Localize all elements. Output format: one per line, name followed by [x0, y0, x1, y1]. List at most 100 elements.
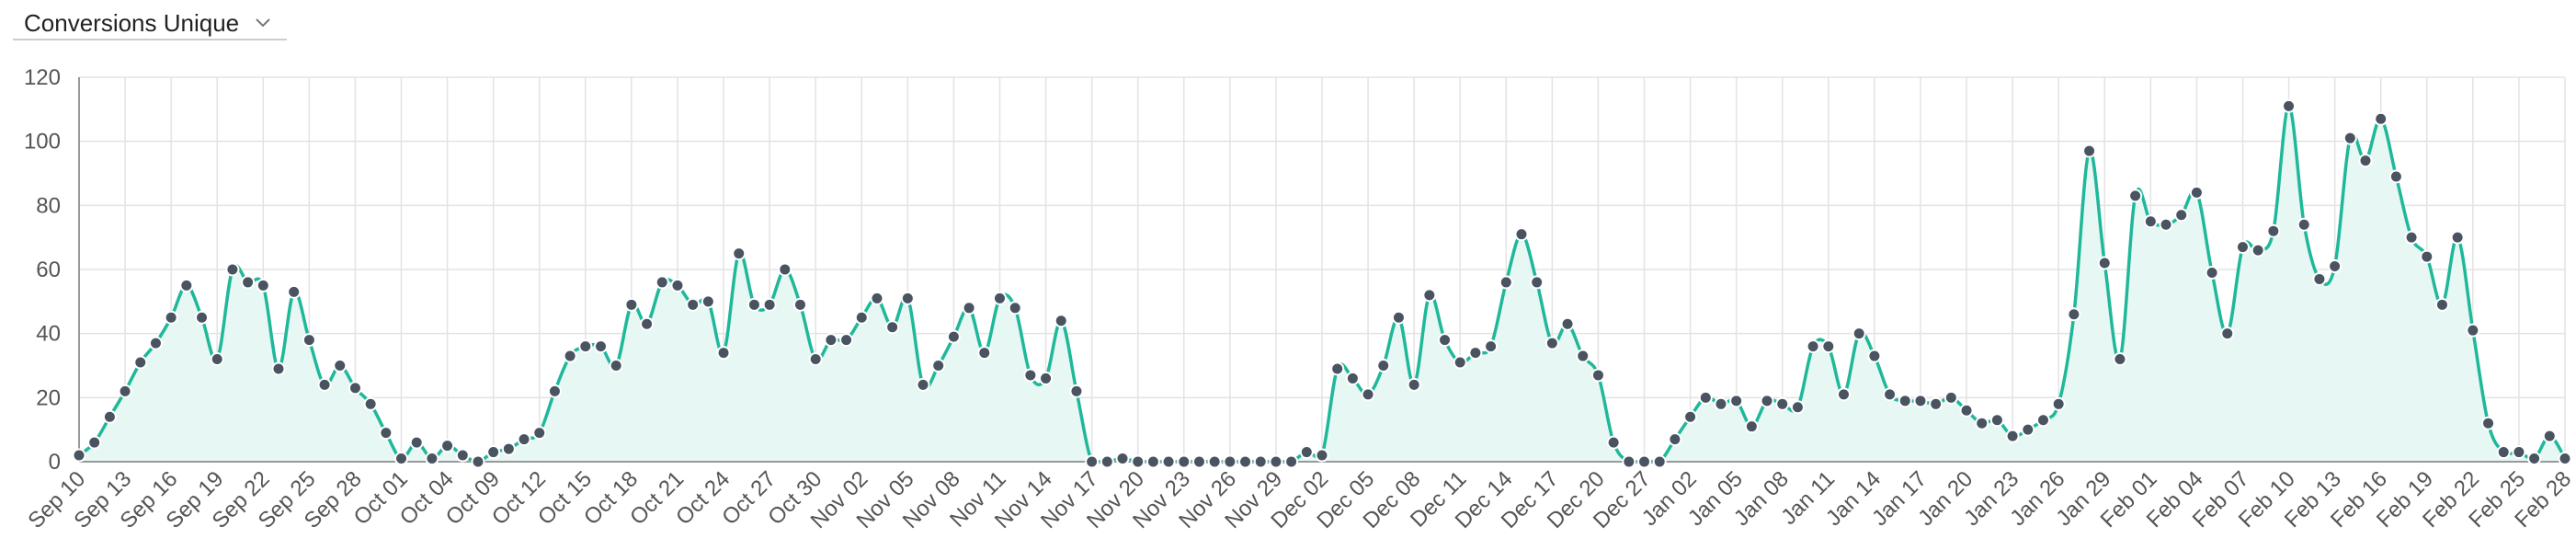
data-point[interactable]: [1714, 396, 1728, 411]
data-point[interactable]: [1590, 368, 1605, 383]
data-point[interactable]: [1223, 454, 1237, 469]
data-point[interactable]: [594, 339, 609, 354]
data-point[interactable]: [2496, 445, 2511, 460]
data-point[interactable]: [2174, 208, 2189, 223]
data-point[interactable]: [2051, 396, 2066, 411]
data-point[interactable]: [1453, 355, 1467, 370]
data-point[interactable]: [2282, 98, 2297, 113]
data-point[interactable]: [2297, 217, 2311, 232]
data-point[interactable]: [1606, 435, 1621, 450]
data-point[interactable]: [1883, 387, 1898, 402]
data-point[interactable]: [409, 435, 424, 450]
data-point[interactable]: [1668, 432, 1682, 447]
data-point[interactable]: [1376, 359, 1391, 372]
data-point[interactable]: [1637, 454, 1652, 469]
data-point[interactable]: [1253, 454, 1268, 469]
data-point[interactable]: [1867, 349, 1882, 363]
data-point[interactable]: [363, 396, 378, 411]
data-point[interactable]: [2205, 265, 2219, 280]
data-point[interactable]: [946, 329, 961, 344]
data-point[interactable]: [517, 432, 531, 447]
data-point[interactable]: [931, 359, 946, 372]
data-point[interactable]: [1975, 416, 1989, 430]
data-point[interactable]: [655, 275, 669, 290]
data-point[interactable]: [2266, 223, 2281, 238]
data-point[interactable]: [379, 426, 393, 441]
data-point[interactable]: [1959, 403, 1974, 418]
data-point[interactable]: [1484, 339, 1499, 354]
data-point[interactable]: [2082, 143, 2097, 158]
data-point[interactable]: [2113, 352, 2127, 367]
data-point[interactable]: [1008, 301, 1022, 315]
data-point[interactable]: [1898, 394, 1912, 408]
data-point[interactable]: [747, 297, 761, 312]
data-point[interactable]: [486, 445, 501, 460]
data-point[interactable]: [2251, 243, 2265, 258]
data-point[interactable]: [1989, 413, 2004, 428]
data-point[interactable]: [164, 310, 178, 325]
data-point[interactable]: [1391, 310, 1406, 325]
data-point[interactable]: [1790, 400, 1805, 415]
data-point[interactable]: [1499, 275, 1513, 290]
data-point[interactable]: [778, 262, 792, 277]
data-point[interactable]: [2434, 297, 2449, 312]
data-point[interactable]: [732, 246, 747, 261]
data-point[interactable]: [1622, 454, 1636, 469]
data-point[interactable]: [287, 284, 302, 299]
data-point[interactable]: [179, 278, 194, 292]
data-point[interactable]: [1330, 361, 1345, 376]
data-point[interactable]: [885, 320, 900, 335]
data-point[interactable]: [501, 441, 516, 456]
data-point[interactable]: [2420, 249, 2434, 264]
data-point[interactable]: [225, 262, 240, 277]
data-point[interactable]: [1238, 454, 1253, 469]
data-point[interactable]: [133, 355, 148, 370]
data-point[interactable]: [762, 297, 777, 312]
data-point[interactable]: [1069, 384, 1084, 398]
data-point[interactable]: [302, 333, 316, 348]
data-point[interactable]: [1683, 409, 1698, 424]
data-point[interactable]: [1821, 339, 1836, 354]
data-point[interactable]: [118, 384, 132, 398]
data-point[interactable]: [2312, 271, 2327, 286]
data-point[interactable]: [2189, 185, 2204, 200]
data-point[interactable]: [1913, 394, 1928, 408]
data-point[interactable]: [2450, 230, 2465, 245]
data-point[interactable]: [348, 381, 362, 395]
data-point[interactable]: [1468, 346, 1483, 361]
data-point[interactable]: [2527, 452, 2542, 466]
data-point[interactable]: [1177, 454, 1191, 469]
data-point[interactable]: [1729, 394, 1744, 408]
data-point[interactable]: [2404, 230, 2419, 245]
data-point[interactable]: [2035, 413, 2050, 428]
data-point[interactable]: [839, 333, 854, 348]
data-point[interactable]: [640, 316, 655, 331]
data-point[interactable]: [455, 448, 470, 463]
data-point[interactable]: [2005, 429, 2020, 443]
data-point[interactable]: [1115, 452, 1130, 466]
data-point[interactable]: [716, 346, 731, 361]
data-point[interactable]: [2342, 131, 2357, 145]
data-point[interactable]: [532, 426, 547, 441]
data-point[interactable]: [2328, 259, 2342, 274]
data-point[interactable]: [1514, 227, 1529, 242]
data-point[interactable]: [333, 359, 348, 372]
data-point[interactable]: [2466, 323, 2480, 338]
data-point[interactable]: [2128, 189, 2143, 203]
data-point[interactable]: [1299, 445, 1314, 460]
data-point[interactable]: [72, 448, 86, 463]
data-point[interactable]: [2235, 240, 2250, 255]
data-point[interactable]: [1054, 314, 1068, 328]
data-point[interactable]: [2067, 307, 2081, 322]
data-point[interactable]: [2220, 327, 2235, 341]
data-point[interactable]: [992, 291, 1007, 305]
data-point[interactable]: [1191, 454, 1206, 469]
data-point[interactable]: [1131, 454, 1146, 469]
data-point[interactable]: [900, 291, 915, 305]
data-point[interactable]: [1284, 454, 1299, 469]
data-point[interactable]: [2388, 169, 2403, 184]
data-point[interactable]: [1100, 454, 1114, 469]
data-point[interactable]: [1039, 371, 1054, 385]
data-point[interactable]: [2558, 452, 2572, 466]
data-point[interactable]: [256, 278, 270, 292]
